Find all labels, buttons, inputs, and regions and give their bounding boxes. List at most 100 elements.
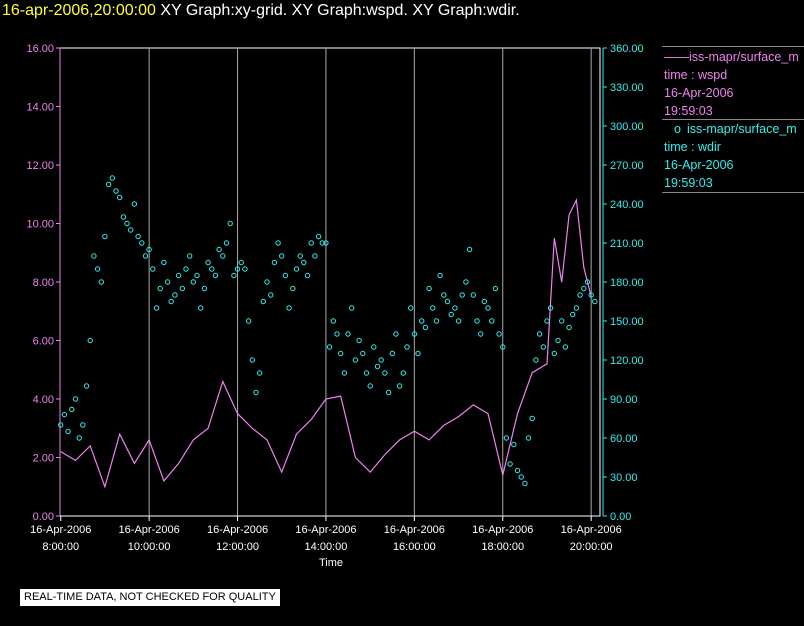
wspd-line [60, 198, 592, 489]
wdir-point [566, 324, 572, 331]
x-tick-date: 16-Apr-2006 [384, 524, 445, 536]
wdir-point [146, 246, 152, 253]
wdir-point [573, 305, 580, 311]
wdir-point [61, 411, 68, 418]
legend-wdir-time: 19:59:03 [664, 176, 713, 190]
wdir-point [415, 350, 421, 357]
wdir-point [113, 188, 119, 194]
wdir-point [474, 318, 480, 324]
wdir-point [256, 370, 263, 376]
wdir-point [592, 298, 598, 305]
wdir-point [448, 311, 454, 318]
x-tick-date: 16-Apr-2006 [207, 524, 268, 536]
wdir-point [559, 318, 565, 324]
legend-line-marker: —— [664, 50, 689, 64]
wdir-point [190, 279, 197, 285]
wdir-point [385, 389, 392, 396]
legend-wdir-var: time : wdir [664, 140, 721, 154]
legend-wspd-time: 19:59:03 [664, 104, 713, 118]
wdir-point [69, 406, 75, 413]
x-tick-time: 8:00:00 [42, 541, 79, 553]
wdir-point [503, 435, 510, 441]
quality-notice: REAL-TIME DATA, NOT CHECKED FOR QUALITY [20, 589, 280, 606]
legend-wspd-var: time : wspd [664, 68, 728, 82]
wdir-point [518, 474, 524, 480]
wdir-point [164, 279, 171, 285]
wdir-point [131, 201, 138, 207]
wdir-point [396, 383, 403, 389]
y-left-tick-label: 6.00 [33, 336, 54, 348]
wdir-point [466, 246, 473, 253]
wdir-point [80, 422, 86, 428]
y-right-tick-label: 90.00 [610, 394, 638, 406]
wdir-point [525, 435, 532, 441]
y-left-tick-label: 0.00 [33, 511, 54, 523]
x-tick-time: 14:00:00 [305, 541, 348, 553]
wdir-point [245, 318, 252, 324]
wdir-point [463, 279, 469, 285]
wdir-point [183, 266, 189, 272]
y-right-tick-label: 120.00 [610, 355, 644, 367]
wdir-point [238, 259, 244, 266]
wdir-point [223, 240, 230, 246]
wdir-point [363, 370, 370, 376]
wdir-point [367, 383, 373, 389]
legend-divider [662, 119, 804, 120]
wdir-point [175, 272, 182, 279]
wdir-point [286, 305, 292, 311]
y-left-tick-label: 4.00 [33, 394, 54, 406]
wdir-point [341, 370, 348, 376]
wdir-point [352, 357, 359, 363]
wdir-point [419, 318, 425, 324]
x-tick-time: 16:00:00 [393, 541, 436, 553]
wdir-point [511, 441, 517, 448]
wdir-point [65, 428, 71, 435]
wdir-point [179, 285, 186, 292]
wdir-point [227, 220, 233, 227]
wdir-point [334, 331, 340, 337]
wdir-point [514, 467, 521, 474]
x-tick-time: 20:00:00 [570, 541, 613, 553]
wdir-point [268, 292, 274, 298]
wdir-point [562, 344, 569, 350]
wdir-point [433, 318, 440, 324]
wdir-point [422, 324, 429, 331]
wdir-point [231, 272, 237, 279]
wdir-point [194, 272, 200, 279]
wdir-point [264, 279, 270, 285]
wdir-point [168, 298, 174, 305]
wdir-point [271, 259, 278, 266]
wdir-point [234, 266, 241, 272]
y-right-tick-label: 150.00 [610, 316, 644, 328]
wdir-point [485, 305, 491, 311]
wdir-point [201, 285, 208, 292]
wdir-point [308, 240, 314, 246]
left-axis-ticks: 0.00 2.00 4.00 6.00 8.00 10.00 12.00 14.00 16.00 [26, 43, 60, 523]
wdir-point [584, 279, 591, 285]
wdir-point [533, 357, 539, 363]
x-tick-date: 16-Apr-2006 [119, 524, 180, 536]
legend-wdir: o iss-mapr/surface_m time : wdir 16-Apr-2… [664, 120, 804, 192]
wdir-point [187, 253, 193, 259]
y-right-tick-label: 360.00 [610, 43, 644, 55]
wdir-point [536, 331, 543, 337]
x-axis-label: Time [319, 557, 343, 569]
wdir-point [522, 480, 528, 487]
wdir-point [297, 253, 303, 259]
wdir-point [577, 292, 583, 298]
wdir-point [102, 233, 108, 240]
wdir-point [94, 266, 101, 272]
wdir-point [198, 305, 204, 311]
legend-wspd-date: 16-Apr-2006 [664, 86, 734, 100]
title-timestamp: 16-apr-2006,20:00:00 [2, 2, 156, 19]
wdir-point [459, 292, 465, 298]
wdir-point [374, 363, 381, 370]
wdir-point [150, 266, 156, 272]
wdir-point [91, 253, 97, 259]
title-graph-names: XY Graph:xy-grid. XY Graph:wspd. XY Grap… [155, 2, 520, 19]
y-right-tick-label: 30.00 [610, 472, 638, 484]
wdir-point [260, 298, 266, 305]
y-right-tick-label: 210.00 [610, 238, 644, 250]
wdir-point [378, 357, 384, 363]
plot-frame [59, 47, 601, 517]
